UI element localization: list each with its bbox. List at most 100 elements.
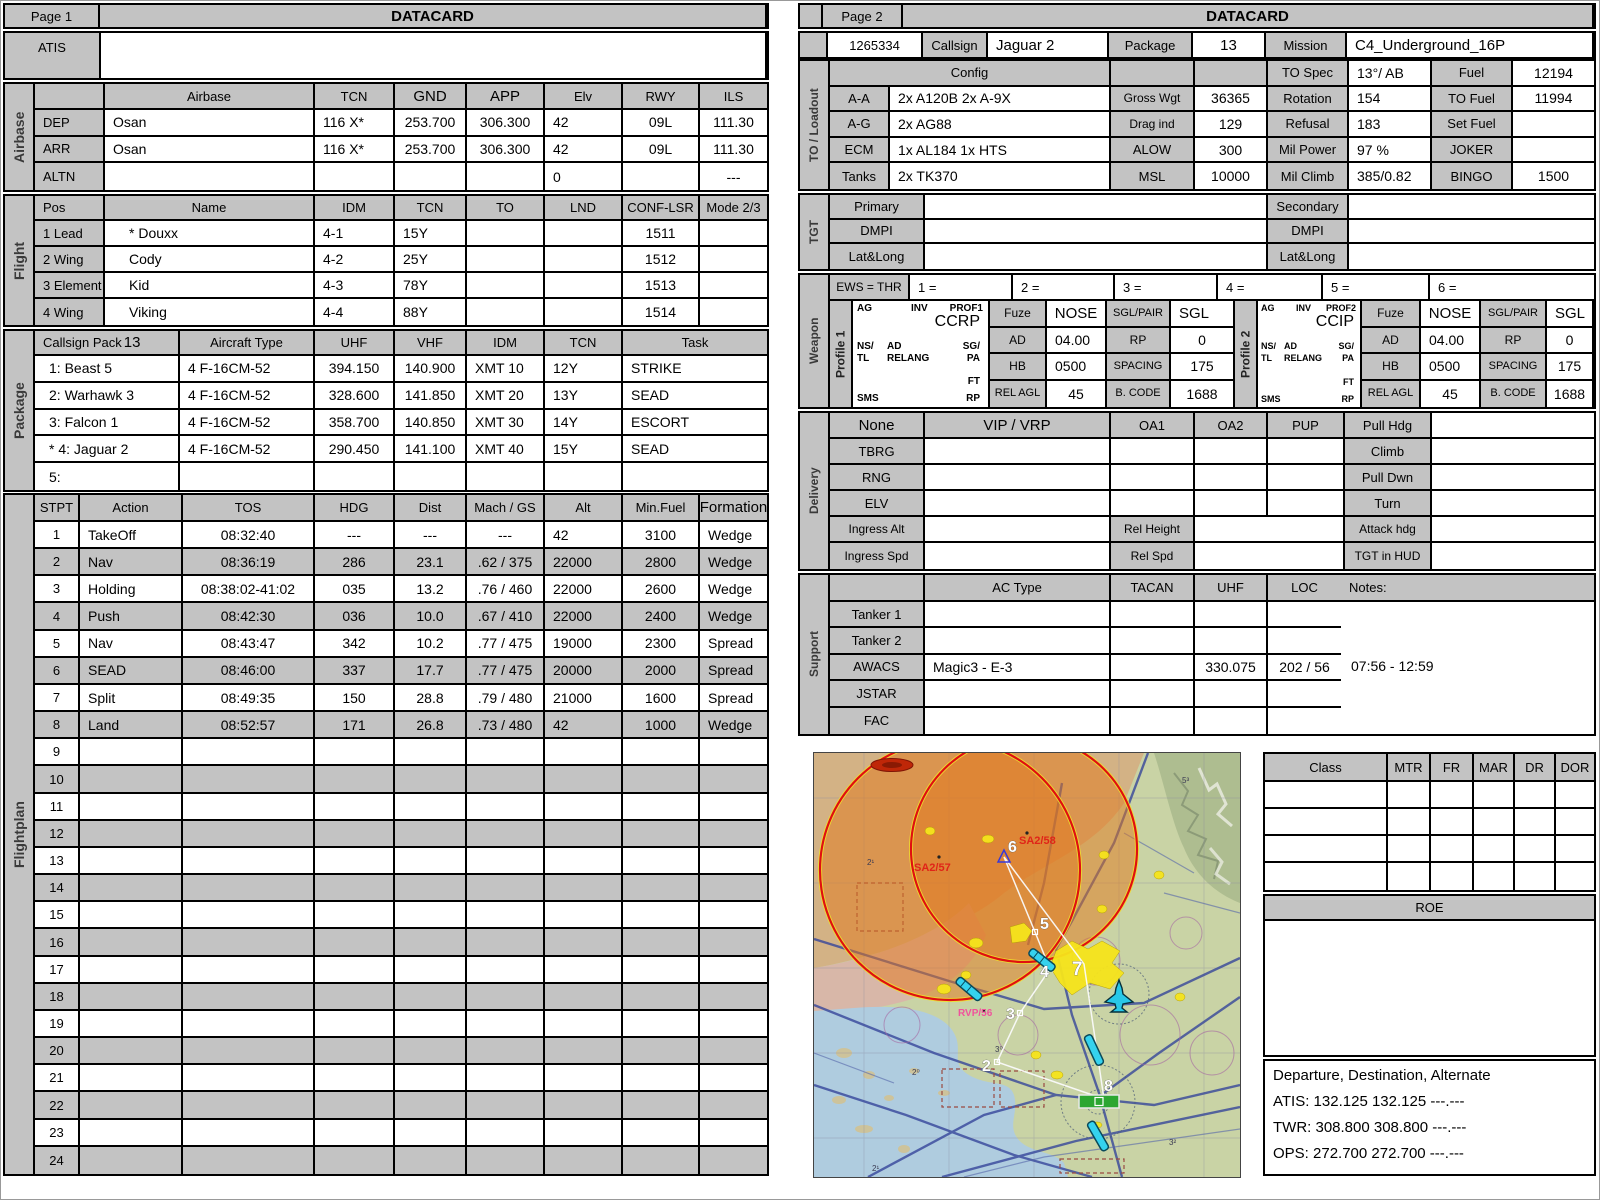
- fp-stpt: 13: [35, 847, 80, 876]
- p2-spacing-label: SPACING: [1481, 354, 1547, 381]
- fp-dist: [395, 902, 467, 930]
- fp-mach: .73 / 480: [467, 712, 545, 740]
- tanks-label: Tanks: [830, 163, 890, 189]
- package-header-row: Callsign Pack 13 Aircraft Type UHF VHF ID…: [35, 331, 767, 356]
- fp-hdg: [315, 1010, 395, 1039]
- fp-tos: [183, 847, 315, 876]
- p1-ad: AD: [887, 341, 902, 352]
- class-h-fr: FR: [1431, 754, 1474, 782]
- support-loc: [1268, 681, 1341, 708]
- grid-label-1: 5³: [1182, 776, 1189, 785]
- airbase-row-label: DEP: [35, 110, 105, 137]
- fp-mach: .62 / 375: [467, 549, 545, 577]
- package-row: 1: Beast 5 4 F-16CM-52 394.150 140.900 X…: [35, 356, 767, 383]
- support-actype: Magic3 - E-3: [925, 654, 1111, 682]
- fp-h-alt: Alt: [545, 495, 623, 522]
- fp-dist: [395, 739, 467, 767]
- flight-idm: 4-2: [315, 247, 395, 273]
- package-task: SEAD: [623, 436, 767, 464]
- support-row-label: AWACS: [830, 654, 925, 682]
- flightplan-row: 8 Land 08:52:57 171 26.8 .73 / 480 42 10…: [35, 712, 767, 740]
- p1-ad-value: 04.00: [1047, 327, 1107, 354]
- fp-alt: 42: [545, 522, 623, 550]
- fp-dist: [395, 929, 467, 957]
- tgt-in-hud-value: [1432, 543, 1594, 569]
- support-h-tacan: TACAN: [1111, 575, 1195, 602]
- p1-sms: SMS: [857, 393, 879, 404]
- fp-stpt: 11: [35, 793, 80, 821]
- fp-hdg: [315, 820, 395, 848]
- mission-label: Mission: [1266, 33, 1347, 57]
- fp-mach: [467, 1092, 545, 1120]
- package-callsign: * 4: Jaguar 2: [35, 436, 180, 464]
- fp-hdg: [315, 983, 395, 1011]
- package-idm: XMT 40: [467, 436, 545, 464]
- fp-tos: [183, 1092, 315, 1120]
- bingo-value: 1500: [1513, 163, 1594, 189]
- fp-fuel: [623, 956, 700, 984]
- p1-pa: PA: [966, 353, 980, 364]
- fp-form: [700, 1092, 767, 1120]
- page1-label: Page 1: [5, 5, 100, 27]
- fp-stpt: 8: [35, 712, 80, 740]
- support-h-uhf: UHF: [1195, 575, 1268, 602]
- flight-lnd: [545, 221, 623, 247]
- fp-mach: ---: [467, 522, 545, 550]
- fp-form: [700, 766, 767, 794]
- tgt-strip: TGT: [800, 195, 830, 269]
- package-section-label: Package: [11, 382, 27, 439]
- fp-form: [700, 1010, 767, 1039]
- package-aircraft: 4 F-16CM-52: [180, 356, 315, 383]
- fp-action: [80, 1146, 183, 1174]
- fp-mach: .67 / 410: [467, 603, 545, 631]
- fp-action: TakeOff: [80, 522, 183, 550]
- fp-fuel: [623, 1092, 700, 1120]
- package-idm: [467, 463, 545, 490]
- p2-bcode-value: 1688: [1547, 380, 1594, 407]
- dmpi-label-2: DMPI: [1268, 219, 1349, 245]
- flight-mode: [700, 273, 767, 299]
- fp-mach: .77 / 475: [467, 657, 545, 685]
- fp-action: [80, 875, 183, 903]
- class-row: [1265, 863, 1594, 890]
- weapon-profiles: Profile 1 AG INV PROF1 CCRP NS/ AD SG/ T…: [830, 301, 1594, 407]
- package-strip: Package: [5, 331, 35, 490]
- flight-conf: 1511: [623, 221, 700, 247]
- support-row-label: Tanker 1: [830, 602, 925, 629]
- waypoint-label-5: 5: [1040, 916, 1049, 933]
- support-tacan: [1111, 681, 1195, 708]
- fp-dist: 10.0: [395, 603, 467, 631]
- p2-ft: FT: [1343, 377, 1354, 387]
- fp-h-tos: TOS: [183, 495, 315, 522]
- climb-value: [1432, 439, 1594, 465]
- rotation-value: 154: [1349, 86, 1432, 113]
- flightplan-row: 4 Push 08:42:30 036 10.0 .67 / 410 22000…: [35, 603, 767, 631]
- fp-mach: [467, 1038, 545, 1066]
- fp-form: [700, 793, 767, 821]
- fp-tos: [183, 1119, 315, 1147]
- airbase-tcn: 116 X*: [315, 110, 395, 137]
- delivery-none-label: None: [830, 413, 925, 439]
- fp-tos: [183, 956, 315, 984]
- airbase-elv: 42: [545, 110, 623, 137]
- mission-id-row: 1265334 Callsign Jaguar 2 Package 13 Mis…: [798, 31, 1596, 59]
- airbase-app: 306.300: [467, 110, 545, 137]
- fp-alt: [545, 1038, 623, 1066]
- package-row: * 4: Jaguar 2 4 F-16CM-52 290.450 141.10…: [35, 436, 767, 464]
- p1-tl2: TL: [857, 353, 870, 364]
- sam-label-1: SA2/57: [914, 862, 951, 874]
- fp-mach: [467, 983, 545, 1011]
- flightplan-row: 24: [35, 1146, 767, 1174]
- p2-rp-label: RP: [1481, 327, 1547, 354]
- package-h-callsign-label: Callsign Pack: [43, 335, 122, 350]
- p1-sg: SG/: [962, 341, 980, 352]
- fp-form: [700, 956, 767, 984]
- fp-action: [80, 1092, 183, 1120]
- package-tcn: [545, 463, 623, 490]
- flightplan-row: 17: [35, 956, 767, 984]
- flight-h-mode: Mode 2/3: [700, 196, 767, 221]
- waypoint-label-2: 2: [982, 1058, 991, 1075]
- fp-form: [700, 739, 767, 767]
- ingress-alt-value: [925, 517, 1111, 543]
- fp-mach: [467, 1010, 545, 1039]
